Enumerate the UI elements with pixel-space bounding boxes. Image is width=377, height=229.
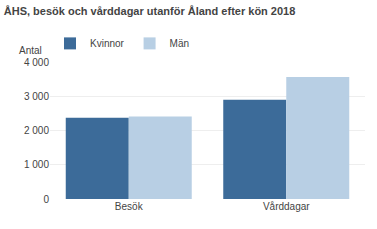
- svg-text:Antal: Antal: [19, 45, 42, 56]
- svg-text:1 000: 1 000: [24, 159, 49, 170]
- svg-text:4 000: 4 000: [24, 57, 49, 68]
- svg-text:0: 0: [43, 194, 49, 205]
- svg-text:Män: Män: [170, 38, 189, 49]
- svg-text:3 000: 3 000: [24, 91, 49, 102]
- svg-text:2 000: 2 000: [24, 125, 49, 136]
- svg-text:Vårddagar: Vårddagar: [263, 201, 310, 212]
- svg-text:Kvinnor: Kvinnor: [90, 38, 125, 49]
- svg-text:Besök: Besök: [115, 201, 144, 212]
- svg-text:ÅHS, besök och vårddagar utanf: ÅHS, besök och vårddagar utanför Åland e…: [4, 5, 296, 17]
